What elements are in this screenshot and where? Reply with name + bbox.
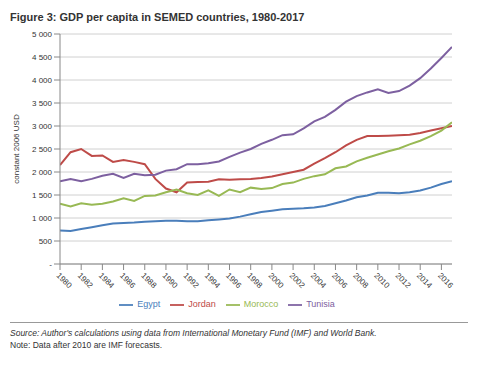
svg-text:5 000: 5 000 — [32, 30, 53, 39]
svg-text:1 500: 1 500 — [32, 191, 53, 200]
html-text:Figure 3: GDP per capita in SE: Figure 3: GDP per capita in SEMED countr… — [10, 11, 305, 23]
svg-text:2014: 2014 — [415, 271, 434, 290]
svg-text:1990: 1990 — [161, 271, 180, 290]
svg-text:2 000: 2 000 — [32, 168, 53, 177]
svg-text:2012: 2012 — [394, 271, 413, 290]
svg-text:1992: 1992 — [182, 271, 201, 290]
svg-text:2008: 2008 — [351, 271, 370, 290]
svg-text:2010: 2010 — [372, 271, 391, 290]
svg-text:2016: 2016 — [436, 271, 455, 290]
svg-text:1986: 1986 — [118, 271, 137, 290]
html-text:Source: Author's calculations: Source: Author's calculations using data… — [10, 328, 377, 338]
html-text:Jordan: Jordan — [188, 299, 216, 310]
svg-text:constant 2006 USD: constant 2006 USD — [12, 114, 21, 184]
svg-text:2006: 2006 — [330, 271, 349, 290]
svg-text:1984: 1984 — [97, 271, 116, 290]
svg-text:1982: 1982 — [76, 271, 95, 290]
svg-text:3 500: 3 500 — [32, 99, 53, 108]
svg-text:1996: 1996 — [224, 271, 243, 290]
html-text:Tunisia: Tunisia — [306, 299, 335, 310]
svg-text:500: 500 — [39, 237, 53, 246]
svg-text:1 000: 1 000 — [32, 214, 53, 223]
svg-text:4 000: 4 000 — [32, 76, 53, 85]
svg-text:2004: 2004 — [309, 271, 328, 290]
svg-text:4 500: 4 500 — [32, 53, 53, 62]
svg-text:-: - — [49, 260, 52, 269]
svg-text:1980: 1980 — [55, 271, 74, 290]
svg-text:3 000: 3 000 — [32, 122, 53, 131]
svg-text:1988: 1988 — [139, 271, 158, 290]
html-text:Egypt: Egypt — [137, 299, 161, 310]
svg-text:2000: 2000 — [266, 271, 285, 290]
svg-text:1994: 1994 — [203, 271, 222, 290]
html-text:Note: Data after 2010 are IMF: Note: Data after 2010 are IMF forecasts. — [10, 340, 163, 350]
svg-text:1998: 1998 — [245, 271, 264, 290]
html-text:Morocco: Morocco — [243, 299, 279, 310]
svg-text:2002: 2002 — [288, 271, 307, 290]
svg-text:2 500: 2 500 — [32, 145, 53, 154]
